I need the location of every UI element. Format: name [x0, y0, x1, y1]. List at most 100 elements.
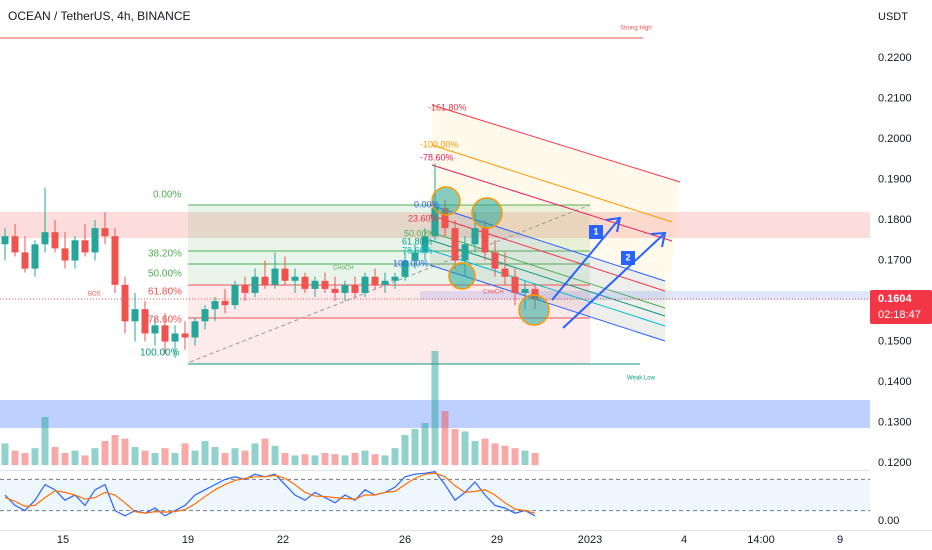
volume-bar	[331, 454, 339, 465]
volume-bar	[31, 448, 39, 465]
candle-body	[71, 240, 79, 261]
candle-body	[151, 325, 159, 334]
channel-label: 61.80%	[402, 236, 433, 246]
candle-body	[411, 252, 419, 261]
x-tick-label: 4	[681, 534, 687, 546]
candle-body	[81, 240, 89, 253]
volume-bar	[81, 455, 89, 465]
candle-body	[251, 276, 259, 293]
fib-label: 50.00%	[148, 269, 182, 280]
candle-body	[511, 276, 519, 293]
volume-bar	[311, 455, 319, 465]
candle-body	[331, 288, 339, 293]
volume-bar	[211, 447, 219, 465]
label-box	[621, 251, 635, 265]
candle-body	[101, 228, 109, 237]
axis-label: USDT	[878, 11, 908, 23]
volume-bar	[151, 453, 159, 465]
circle	[518, 294, 550, 326]
volume-bar	[321, 453, 329, 465]
candle-body	[51, 232, 59, 249]
volume-bar	[121, 438, 129, 465]
candle-body	[351, 284, 359, 293]
channel-label: 0.00%	[414, 199, 440, 209]
volume-bar	[381, 455, 389, 465]
channel-line	[431, 104, 681, 183]
annotation: CHoCH	[333, 266, 354, 272]
y-tick-label: 0.1300	[878, 417, 912, 429]
candle-body	[291, 276, 299, 281]
candle-body	[21, 252, 29, 269]
volume-bar	[431, 351, 439, 465]
candle-body	[361, 276, 369, 293]
annotation: Weak Low	[627, 376, 656, 382]
volume-bar	[281, 453, 289, 465]
candle-body	[241, 284, 249, 293]
volume-bar	[351, 453, 359, 465]
candle-body	[451, 228, 459, 261]
volume-bar	[21, 453, 29, 465]
volume-bar	[521, 450, 529, 465]
volume-bar	[361, 450, 369, 465]
volume-bar	[531, 453, 539, 465]
circles	[431, 186, 550, 326]
volume-bar	[481, 438, 489, 465]
candle-body	[131, 309, 139, 322]
candle-body	[381, 280, 389, 285]
volume-bar	[91, 448, 99, 465]
fib-label: 0.00%	[153, 190, 181, 201]
volume-bar	[11, 450, 19, 465]
candle-body	[321, 280, 329, 289]
y-tick-label: 0.2000	[878, 133, 912, 145]
candle-body	[491, 252, 499, 269]
candle-body	[471, 228, 479, 245]
candle-body	[341, 284, 349, 293]
candle-body	[501, 268, 509, 277]
volume-bar	[41, 417, 49, 465]
volume-bar	[271, 445, 279, 465]
y-tick-label: 0.1200	[878, 457, 912, 469]
volume-bar	[181, 443, 189, 465]
candle-body	[41, 232, 49, 245]
volume-bar	[201, 441, 209, 465]
volume-bar	[251, 443, 259, 465]
volume-bar	[101, 441, 109, 465]
x-tick-label: 15	[57, 534, 69, 546]
candle-body	[521, 288, 529, 293]
circle	[431, 186, 461, 216]
pane-separator	[0, 470, 870, 471]
volume-bar	[491, 443, 499, 465]
volume-bar	[471, 441, 479, 465]
candle-body	[1, 236, 9, 245]
candle-body	[431, 207, 439, 237]
candle-body	[121, 284, 129, 322]
x-tick-label: 26	[399, 534, 411, 546]
candle-body	[401, 260, 409, 277]
volume-bar	[191, 450, 199, 465]
y-tick-label: 0.1500	[878, 335, 912, 347]
last-price: 0.1604	[878, 293, 913, 305]
fib-label: 38.20%	[148, 249, 182, 260]
candle-body	[281, 268, 289, 281]
channel-label: -78.60%	[420, 152, 454, 162]
zone	[420, 291, 870, 300]
candle-body	[261, 276, 269, 285]
x-tick-label: 2023	[578, 534, 602, 546]
annotation: 1	[593, 226, 598, 236]
candle-body	[211, 301, 219, 310]
candle-body	[441, 207, 449, 229]
channel-label: -161.80%	[428, 102, 467, 112]
volume-bar	[411, 429, 419, 465]
volume-bar	[301, 454, 309, 465]
volume-bar	[171, 453, 179, 465]
volume-bar	[51, 447, 59, 465]
x-tick-label: 29	[491, 534, 503, 546]
volume-bar	[261, 438, 269, 465]
fib-label: 100.00%	[140, 348, 180, 359]
drawings-over	[431, 186, 667, 329]
candle-body	[461, 244, 469, 261]
arrow	[551, 216, 622, 301]
x-tick-label: 19	[182, 534, 194, 546]
channel-label: 100.00%	[393, 258, 429, 268]
